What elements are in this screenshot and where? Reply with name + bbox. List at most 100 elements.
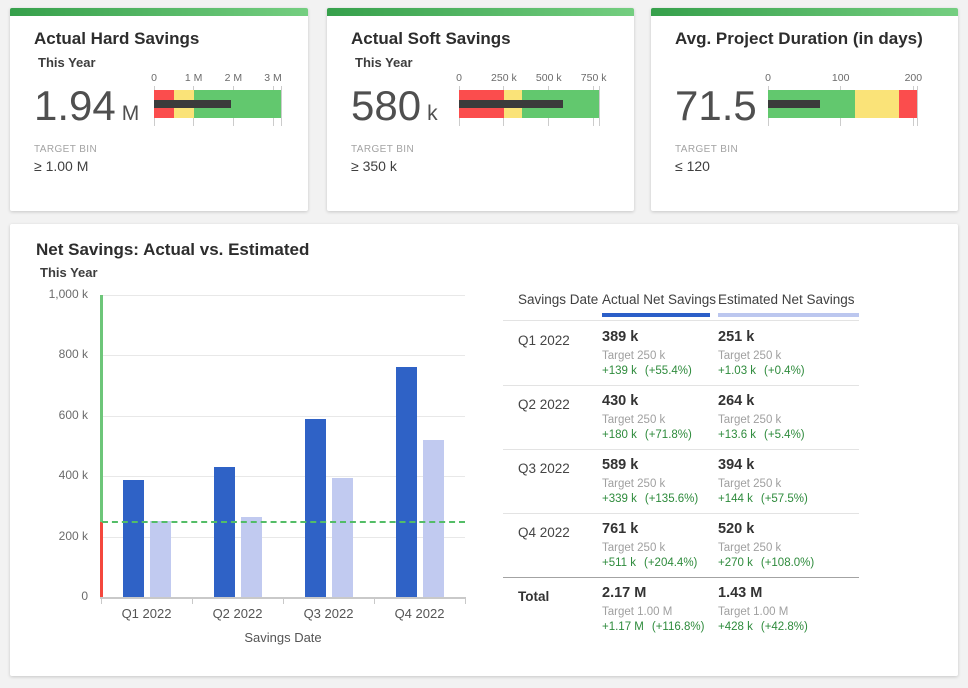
axis-tick-label: 0 — [151, 72, 157, 84]
bar-estimated[interactable] — [422, 439, 444, 597]
panel-title: Net Savings: Actual vs. Estimated — [36, 240, 310, 259]
bullet-range-band — [855, 90, 899, 118]
axis-tick-label: 3 M — [264, 72, 282, 84]
series-legend-swatch — [718, 313, 859, 317]
table-row[interactable]: Q2 2022 430 k Target 250 k +180 k (+71.8%) 26… — [503, 385, 859, 450]
card-status-strip — [10, 8, 308, 16]
kpi-card-actual-soft-savings[interactable]: Actual Soft Savings This Year 580 k 0 250 … — [327, 8, 634, 211]
bar-actual[interactable] — [304, 419, 326, 597]
bar-actual[interactable] — [395, 367, 417, 597]
target-bin-label: TARGET BIN — [675, 144, 739, 155]
delta-percent: (+42.8%) — [760, 621, 808, 633]
metric-delta: +270 k (+108.0%) — [718, 557, 814, 569]
metric-value: 394 k — [718, 457, 755, 473]
y-axis-above-target-segment — [99, 295, 103, 522]
table-row[interactable]: Q1 2022 389 k Target 250 k +139 k (+55.4%) 25… — [503, 321, 859, 386]
delta-percent: (+116.8%) — [651, 621, 705, 633]
delta-amount: +13.6 k — [718, 429, 757, 441]
metric-value: 264 k — [718, 393, 755, 409]
metric-value: 430 k — [602, 393, 639, 409]
panel-subtitle: This Year — [40, 265, 98, 280]
net-savings-bar-chart: 0 200 k 400 k 600 k 800 k 1,000 k Q1 2022 Q2 20… — [10, 224, 958, 676]
card-title: Avg. Project Duration (in days) — [675, 29, 923, 48]
bar-actual[interactable] — [122, 479, 144, 597]
gridline — [101, 295, 465, 296]
delta-amount: +270 k — [718, 557, 753, 569]
target-bin-value: ≤ 120 — [675, 158, 710, 174]
table-row[interactable]: Q4 2022 761 k Target 250 k +511 k (+204.4%) 5… — [503, 513, 859, 578]
target-bin-label: TARGET BIN — [34, 144, 98, 155]
metric-delta: +428 k (+42.8%) — [718, 621, 808, 633]
bar-estimated[interactable] — [331, 478, 353, 597]
kpi-value-number: 1.94 — [34, 82, 116, 129]
y-axis-tick-label: 200 k — [58, 528, 88, 543]
delta-percent: (+0.4%) — [764, 365, 805, 377]
row-date-label: Q4 2022 — [518, 525, 570, 540]
table-column-header: Actual Net Savings — [602, 292, 717, 307]
bar-estimated[interactable] — [240, 517, 262, 597]
bar-estimated[interactable] — [149, 521, 171, 597]
x-axis-category-label: Q2 2022 — [212, 606, 263, 621]
card-subtitle: This Year — [38, 55, 96, 70]
metric-target: Target 250 k — [718, 414, 782, 426]
metric-target: Target 1.00 M — [602, 606, 673, 618]
table-row[interactable]: Q3 2022 589 k Target 250 k +339 k (+135.6%) 3… — [503, 449, 859, 514]
metric-delta: +144 k (+57.5%) — [718, 493, 808, 505]
metric-delta: +139 k (+55.4%) — [602, 365, 692, 377]
delta-percent: (+5.4%) — [764, 429, 805, 441]
metric-target: Target 1.00 M — [718, 606, 789, 618]
delta-amount: +139 k — [602, 365, 637, 377]
x-axis-category-label: Q1 2022 — [121, 606, 172, 621]
bullet-chart: 0 100 200 — [765, 72, 922, 132]
axis-tick-label: 750 k — [580, 72, 607, 84]
metric-value: 389 k — [602, 329, 639, 345]
metric-target: Target 250 k — [602, 350, 666, 362]
x-axis-tick — [465, 599, 466, 604]
metric-delta: +180 k (+71.8%) — [602, 429, 692, 441]
x-axis-tick — [192, 599, 193, 604]
metric-delta: +1.03 k (+0.4%) — [718, 365, 805, 377]
delta-amount: +180 k — [602, 429, 637, 441]
delta-amount: +144 k — [718, 493, 753, 505]
kpi-value: 1.94 M — [34, 82, 139, 130]
metric-target: Target 250 k — [718, 542, 782, 554]
metric-target: Target 250 k — [718, 478, 782, 490]
metric-value: 761 k — [602, 521, 639, 537]
x-axis-tick — [374, 599, 375, 604]
axis-tick-label: 0 — [765, 72, 771, 84]
kpi-card-avg-project-duration[interactable]: Avg. Project Duration (in days) 71.5 0 10… — [651, 8, 958, 211]
metric-target: Target 250 k — [602, 542, 666, 554]
card-title: Actual Soft Savings — [351, 29, 511, 48]
y-axis-below-target-segment — [99, 521, 103, 597]
x-axis-tick — [283, 599, 284, 604]
delta-percent: (+108.0%) — [760, 557, 815, 569]
bar-actual[interactable] — [213, 467, 235, 597]
axis-tick-line — [916, 86, 918, 126]
y-axis-tick-label: 0 — [81, 589, 88, 603]
y-axis-tick-label: 600 k — [58, 407, 88, 422]
kpi-value-unit: k — [427, 102, 438, 125]
bullet-chart: 0 1 M 2 M 3 M — [151, 72, 284, 132]
delta-percent: (+135.6%) — [644, 493, 699, 505]
y-axis-tick-label: 400 k — [58, 468, 88, 483]
row-date-label: Q2 2022 — [518, 397, 570, 412]
bullet-measure-bar — [768, 100, 820, 108]
table-row[interactable]: Total 2.17 M Target 1.00 M +1.17 M (+116.8%)… — [503, 577, 859, 641]
row-date-label: Q1 2022 — [518, 333, 570, 348]
metric-value: 1.43 M — [718, 585, 763, 601]
gridline — [101, 355, 465, 357]
axis-tick-label: 100 — [831, 72, 850, 84]
table-column-header: Savings Date — [518, 292, 599, 307]
bullet-chart: 0 250 k 500 k 750 k — [456, 72, 606, 132]
metric-value: 2.17 M — [602, 585, 647, 601]
series-legend-swatch — [602, 313, 710, 317]
kpi-value-number: 71.5 — [675, 82, 757, 129]
delta-amount: +1.17 M — [602, 621, 644, 633]
metric-target: Target 250 k — [602, 414, 666, 426]
header-divider — [503, 320, 859, 321]
kpi-card-actual-hard-savings[interactable]: Actual Hard Savings This Year 1.94 M 0 1 M… — [10, 8, 308, 211]
target-bin-label: TARGET BIN — [351, 144, 415, 155]
metric-value: 589 k — [602, 457, 639, 473]
bullet-measure-bar — [459, 100, 564, 108]
bullet-measure-bar — [154, 100, 231, 108]
